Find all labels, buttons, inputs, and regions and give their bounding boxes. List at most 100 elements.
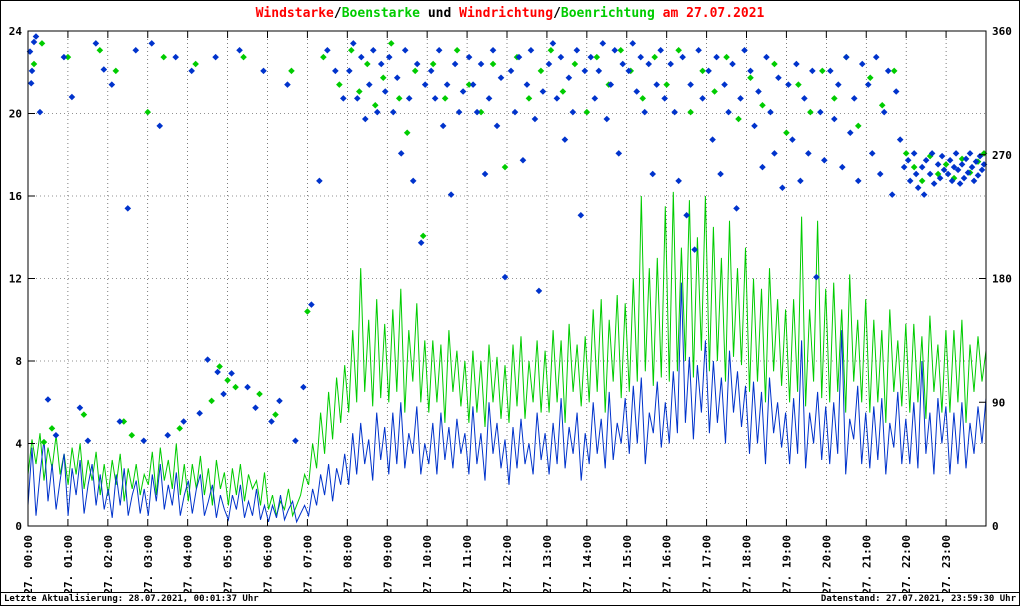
y-left-tick-label: 0 xyxy=(15,520,22,533)
x-tick-label: 27. 15:00 xyxy=(621,535,634,595)
data-point-diamond xyxy=(633,88,641,95)
data-point-diamond xyxy=(583,108,591,116)
axis-ticks xyxy=(27,30,987,527)
x-tick-label: 27. 22:00 xyxy=(900,535,913,595)
footer-bar: Letzte Aktualisierung: 28.07.2021, 00:01… xyxy=(1,592,1019,605)
y-right-tick-label: 90 xyxy=(992,396,1005,409)
data-point-diamond xyxy=(741,46,748,54)
wind-chart-plot: 0 4 8 12 16 20 24 0 90 180 270 360 27. 00:00 27. 01:0… xyxy=(9,25,1012,595)
data-point-diamond xyxy=(363,60,371,68)
data-point-diamond xyxy=(411,67,419,75)
data-point-diamond xyxy=(421,81,429,88)
data-point-diamond xyxy=(713,53,720,61)
data-point-diamond xyxy=(709,136,716,143)
data-point-diamond xyxy=(813,273,820,281)
data-point-diamond xyxy=(52,431,60,439)
data-point-diamond xyxy=(737,95,744,102)
data-point-diamond xyxy=(493,122,501,130)
x-tick-label: 27. 07:00 xyxy=(301,535,314,595)
data-point-diamond xyxy=(27,79,35,87)
data-point-diamond xyxy=(767,108,774,116)
data-point-diamond xyxy=(188,67,195,75)
data-point-diamond xyxy=(459,88,467,95)
gridlines xyxy=(28,31,986,526)
data-point-diamond xyxy=(324,46,331,54)
title-segment: Boenstarke xyxy=(341,6,420,21)
data-point-diamond xyxy=(663,81,670,88)
data-point-diamond xyxy=(607,81,615,88)
data-point-diamond xyxy=(116,418,124,425)
data-point-diamond xyxy=(40,438,48,446)
data-point-diamond xyxy=(44,396,52,403)
data-point-diamond xyxy=(84,437,92,445)
data-point-diamond xyxy=(695,46,702,54)
data-point-diamond xyxy=(431,95,439,102)
data-point-diamond xyxy=(549,40,557,47)
data-point-diamond xyxy=(751,122,758,130)
data-point-diamond xyxy=(747,74,754,82)
data-point-diamond xyxy=(593,53,601,61)
data-point-diamond xyxy=(900,163,908,171)
data-point-diamond xyxy=(304,308,311,315)
title-segment: / xyxy=(333,6,342,21)
data-point-diamond xyxy=(735,115,742,123)
data-point-diamond xyxy=(481,170,489,178)
data-point-diamond xyxy=(401,46,409,54)
data-point-diamond xyxy=(615,150,623,157)
data-point-diamond xyxy=(220,390,227,398)
data-point-diamond xyxy=(793,60,800,68)
data-point-diamond xyxy=(795,81,802,88)
x-tick-label: 27. 11:00 xyxy=(461,535,474,595)
data-point-diamond xyxy=(868,150,876,157)
data-point-diamond xyxy=(397,150,405,157)
data-point-diamond xyxy=(320,53,327,61)
data-point-diamond xyxy=(906,177,914,185)
data-point-diamond xyxy=(892,88,900,95)
data-point-diamond xyxy=(419,232,427,240)
x-tick-label: 27. 21:00 xyxy=(860,535,873,595)
data-point-diamond xyxy=(880,108,888,116)
data-point-diamond xyxy=(888,191,896,198)
data-point-diamond xyxy=(68,93,76,101)
data-point-diamond xyxy=(958,155,966,163)
data-point-diamond xyxy=(785,81,792,88)
data-point-diamond xyxy=(535,287,543,295)
data-point-diamond xyxy=(48,425,56,432)
data-point-diamond xyxy=(553,95,561,102)
data-point-diamond xyxy=(252,404,259,412)
data-point-diamond xyxy=(940,166,948,174)
x-tick-label: 27. 03:00 xyxy=(142,535,155,595)
data-point-diamond xyxy=(284,81,291,88)
data-point-diamond xyxy=(729,60,736,68)
data-point-diamond xyxy=(747,67,754,75)
data-point-diamond xyxy=(561,136,569,143)
x-tick-label: 27. 10:00 xyxy=(421,535,434,595)
data-point-diamond xyxy=(611,46,619,54)
data-point-diamond xyxy=(92,40,100,47)
data-point-diamond xyxy=(489,60,497,68)
data-point-diamond xyxy=(827,67,834,75)
title-segment: am 27.07.2021 xyxy=(654,6,765,21)
data-point-diamond xyxy=(831,115,838,123)
x-tick-label: 27. 09:00 xyxy=(381,535,394,595)
data-point-diamond xyxy=(970,177,978,185)
x-tick-label: 27. 18:00 xyxy=(741,535,754,595)
data-point-diamond xyxy=(904,156,912,164)
data-point-diamond xyxy=(866,74,874,82)
data-point-diamond xyxy=(336,81,343,88)
data-point-diamond xyxy=(842,53,850,61)
data-point-diamond xyxy=(721,81,728,88)
data-point-diamond xyxy=(691,246,698,253)
data-point-diamond xyxy=(451,60,459,68)
data-point-diamond xyxy=(429,60,437,68)
data-point-diamond xyxy=(653,81,660,88)
title-segment: Windrichtung xyxy=(459,6,554,21)
data-point-diamond xyxy=(160,53,168,61)
data-point-diamond xyxy=(581,67,589,75)
data-point-diamond xyxy=(108,81,116,88)
data-point-diamond xyxy=(805,150,812,157)
data-point-diamond xyxy=(910,150,918,157)
data-point-diamond xyxy=(938,152,946,160)
data-point-diamond xyxy=(571,60,579,68)
